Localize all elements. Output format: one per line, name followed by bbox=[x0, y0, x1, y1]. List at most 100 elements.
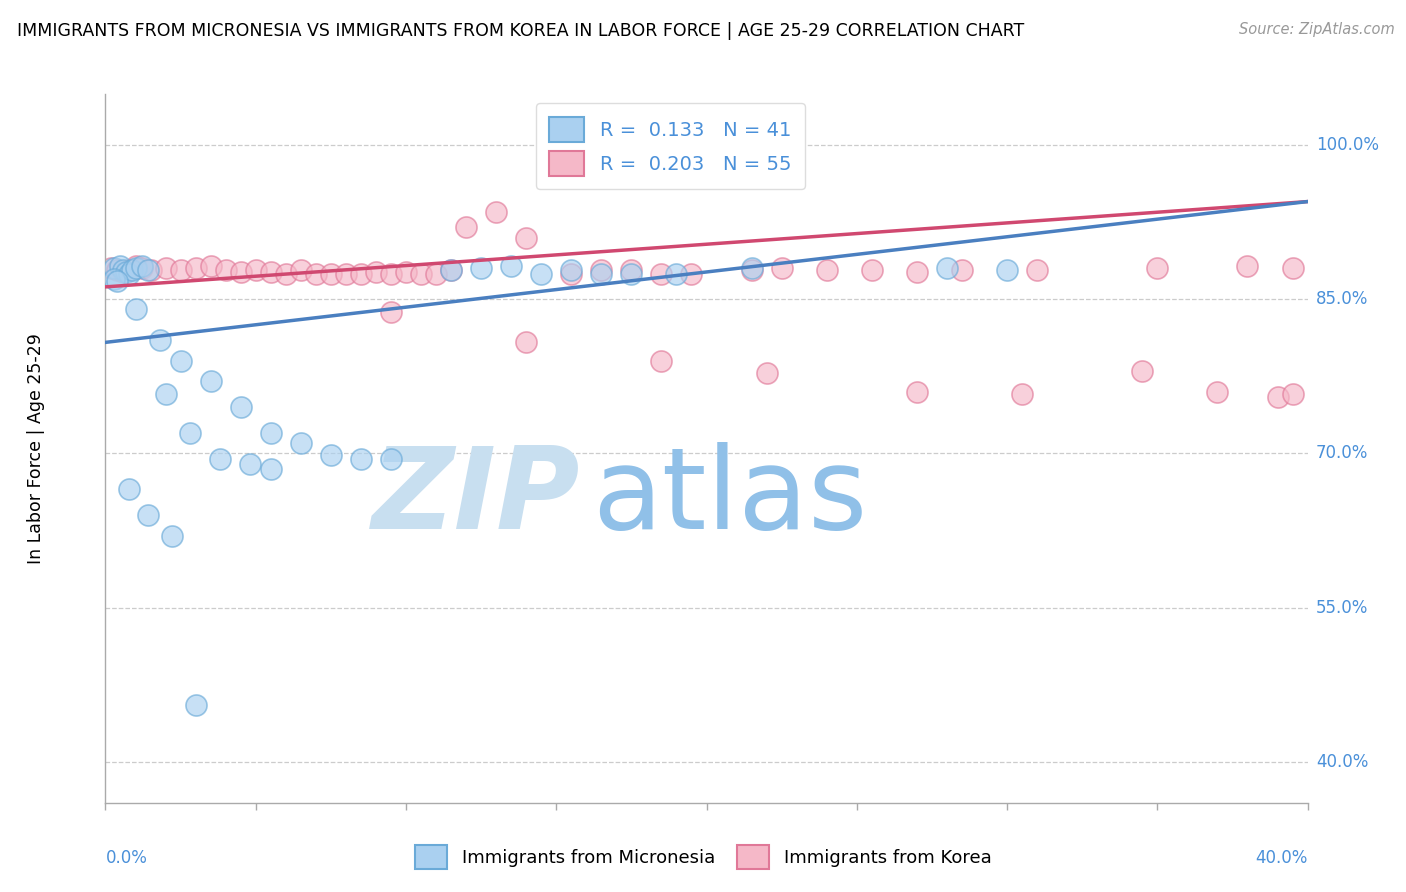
Point bbox=[995, 263, 1018, 277]
Point bbox=[335, 267, 357, 281]
Point bbox=[245, 263, 267, 277]
Point bbox=[169, 354, 191, 368]
Point bbox=[936, 261, 959, 276]
Point bbox=[1011, 386, 1033, 401]
Point bbox=[115, 265, 138, 279]
Point bbox=[1267, 390, 1289, 404]
Text: Source: ZipAtlas.com: Source: ZipAtlas.com bbox=[1239, 22, 1395, 37]
Text: IMMIGRANTS FROM MICRONESIA VS IMMIGRANTS FROM KOREA IN LABOR FORCE | AGE 25-29 C: IMMIGRANTS FROM MICRONESIA VS IMMIGRANTS… bbox=[17, 22, 1024, 40]
Point bbox=[755, 366, 778, 380]
Point bbox=[395, 265, 418, 279]
Text: 40.0%: 40.0% bbox=[1316, 753, 1368, 771]
Point bbox=[208, 451, 231, 466]
Point bbox=[350, 451, 373, 466]
Point bbox=[515, 230, 537, 244]
Point bbox=[1146, 261, 1168, 276]
Point bbox=[179, 425, 201, 440]
Point bbox=[741, 261, 763, 276]
Point bbox=[110, 260, 132, 274]
Point bbox=[380, 304, 402, 318]
Point bbox=[124, 302, 146, 317]
Point bbox=[290, 436, 312, 450]
Point bbox=[100, 261, 122, 276]
Point bbox=[290, 263, 312, 277]
Point bbox=[380, 451, 402, 466]
Text: ZIP: ZIP bbox=[371, 442, 581, 553]
Point bbox=[950, 263, 973, 277]
Point bbox=[364, 265, 387, 279]
Point bbox=[1281, 261, 1303, 276]
Point bbox=[860, 263, 883, 277]
Point bbox=[319, 267, 342, 281]
Point bbox=[591, 263, 613, 277]
Text: 85.0%: 85.0% bbox=[1316, 290, 1368, 309]
Text: 55.0%: 55.0% bbox=[1316, 599, 1368, 616]
Point bbox=[440, 263, 463, 277]
Point bbox=[103, 261, 125, 276]
Point bbox=[118, 263, 141, 277]
Point bbox=[319, 449, 342, 463]
Point bbox=[136, 263, 159, 277]
Point bbox=[136, 508, 159, 522]
Point bbox=[184, 698, 207, 713]
Point bbox=[229, 265, 252, 279]
Point bbox=[214, 263, 236, 277]
Point bbox=[239, 457, 262, 471]
Legend: R =  0.133   N = 41, R =  0.203   N = 55: R = 0.133 N = 41, R = 0.203 N = 55 bbox=[536, 103, 806, 189]
Point bbox=[409, 267, 432, 281]
Legend: Immigrants from Micronesia, Immigrants from Korea: Immigrants from Micronesia, Immigrants f… bbox=[408, 838, 998, 876]
Point bbox=[741, 263, 763, 277]
Point bbox=[905, 384, 928, 399]
Point bbox=[131, 261, 153, 276]
Point bbox=[124, 260, 146, 274]
Point bbox=[620, 263, 643, 277]
Point bbox=[425, 267, 447, 281]
Point bbox=[560, 267, 582, 281]
Text: 0.0%: 0.0% bbox=[105, 849, 148, 867]
Point bbox=[440, 263, 463, 277]
Point bbox=[1281, 386, 1303, 401]
Point bbox=[560, 263, 582, 277]
Point bbox=[107, 274, 129, 288]
Point bbox=[815, 263, 838, 277]
Point bbox=[530, 267, 553, 281]
Point bbox=[454, 220, 477, 235]
Point bbox=[139, 263, 162, 277]
Point bbox=[681, 267, 703, 281]
Point bbox=[160, 528, 183, 542]
Point bbox=[260, 265, 283, 279]
Point bbox=[1206, 384, 1229, 399]
Point bbox=[501, 260, 523, 274]
Point bbox=[350, 267, 373, 281]
Point bbox=[200, 260, 222, 274]
Point bbox=[118, 267, 141, 281]
Point bbox=[184, 261, 207, 276]
Point bbox=[155, 386, 177, 401]
Point bbox=[107, 263, 129, 277]
Point bbox=[650, 267, 672, 281]
Point bbox=[112, 265, 135, 279]
Point bbox=[148, 334, 170, 348]
Point bbox=[200, 375, 222, 389]
Point bbox=[1026, 263, 1049, 277]
Point bbox=[121, 263, 143, 277]
Point bbox=[274, 267, 297, 281]
Text: In Labor Force | Age 25-29: In Labor Force | Age 25-29 bbox=[27, 333, 45, 564]
Point bbox=[470, 261, 492, 276]
Point bbox=[515, 335, 537, 350]
Point bbox=[169, 263, 191, 277]
Text: 70.0%: 70.0% bbox=[1316, 444, 1368, 462]
Point bbox=[1236, 260, 1258, 274]
Point bbox=[155, 261, 177, 276]
Point bbox=[770, 261, 793, 276]
Point bbox=[485, 205, 508, 219]
Text: 100.0%: 100.0% bbox=[1316, 136, 1379, 154]
Point bbox=[305, 267, 328, 281]
Point bbox=[131, 260, 153, 274]
Point bbox=[103, 271, 125, 285]
Point bbox=[1130, 364, 1153, 378]
Point bbox=[905, 265, 928, 279]
Point bbox=[380, 267, 402, 281]
Point bbox=[118, 483, 141, 497]
Point bbox=[112, 263, 135, 277]
